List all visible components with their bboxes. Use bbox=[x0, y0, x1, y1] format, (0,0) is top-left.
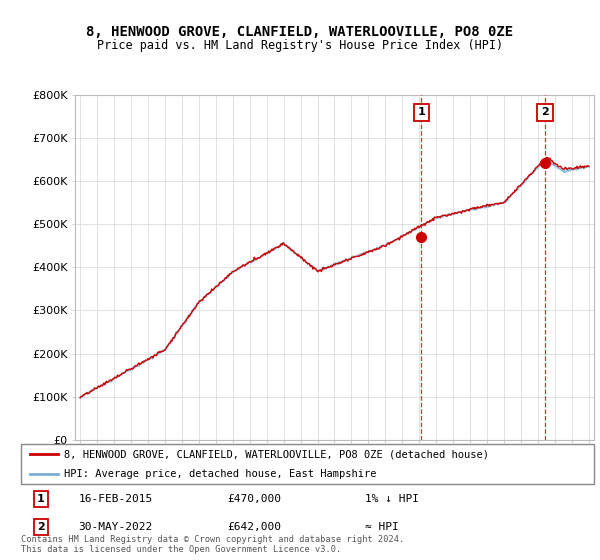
Text: Price paid vs. HM Land Registry's House Price Index (HPI): Price paid vs. HM Land Registry's House … bbox=[97, 39, 503, 52]
Text: 2: 2 bbox=[541, 108, 549, 118]
Text: 30-MAY-2022: 30-MAY-2022 bbox=[79, 522, 152, 532]
Text: Contains HM Land Registry data © Crown copyright and database right 2024.
This d: Contains HM Land Registry data © Crown c… bbox=[21, 535, 404, 554]
Text: £642,000: £642,000 bbox=[227, 522, 281, 532]
Text: 1: 1 bbox=[418, 108, 425, 118]
Text: 1% ↓ HPI: 1% ↓ HPI bbox=[365, 494, 419, 504]
Text: 8, HENWOOD GROVE, CLANFIELD, WATERLOOVILLE, PO8 0ZE (detached house): 8, HENWOOD GROVE, CLANFIELD, WATERLOOVIL… bbox=[64, 449, 489, 459]
Text: HPI: Average price, detached house, East Hampshire: HPI: Average price, detached house, East… bbox=[64, 469, 376, 479]
Text: 1: 1 bbox=[37, 494, 45, 504]
Text: 16-FEB-2015: 16-FEB-2015 bbox=[79, 494, 152, 504]
Text: ≈ HPI: ≈ HPI bbox=[365, 522, 398, 532]
Text: 8, HENWOOD GROVE, CLANFIELD, WATERLOOVILLE, PO8 0ZE: 8, HENWOOD GROVE, CLANFIELD, WATERLOOVIL… bbox=[86, 25, 514, 39]
Text: 2: 2 bbox=[37, 522, 45, 532]
Text: £470,000: £470,000 bbox=[227, 494, 281, 504]
